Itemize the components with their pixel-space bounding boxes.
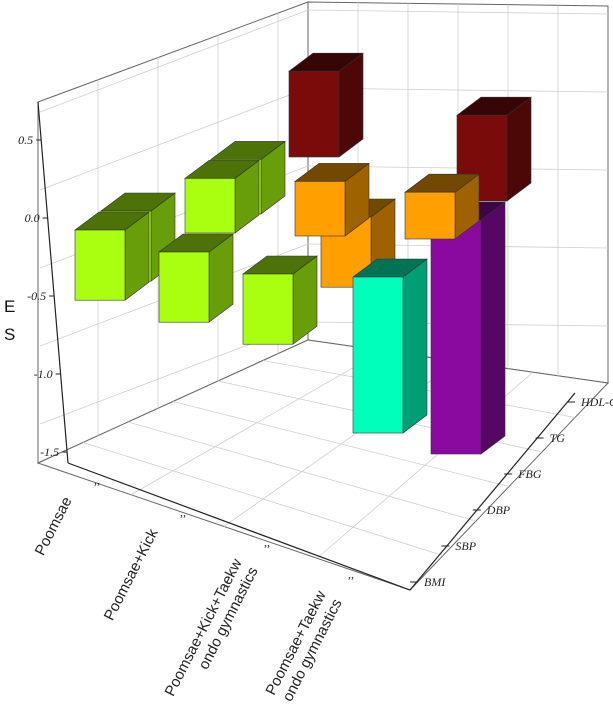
bar bbox=[352, 258, 428, 434]
bar bbox=[404, 173, 480, 240]
bar-front bbox=[288, 70, 340, 158]
x-tick-label: ,, bbox=[94, 473, 100, 487]
axes bbox=[37, 101, 576, 591]
bar-side bbox=[480, 201, 506, 455]
bar-front bbox=[404, 191, 456, 240]
y-tick-label: -1.0 bbox=[34, 367, 53, 381]
gridline bbox=[39, 87, 309, 191]
bar bbox=[430, 201, 506, 455]
bar bbox=[242, 255, 318, 345]
series-axis-label: TG bbox=[550, 431, 566, 445]
bar-side bbox=[402, 258, 428, 434]
bars bbox=[74, 52, 532, 455]
bar-front bbox=[242, 273, 294, 345]
category-label: Poomsae+Kick bbox=[101, 526, 162, 624]
y-tick-label: 0.0 bbox=[25, 211, 40, 225]
y-axis-label-line-1: E bbox=[4, 297, 15, 316]
bar bbox=[288, 52, 364, 158]
y-axis-line bbox=[37, 101, 69, 464]
y-tick-label: -1.5 bbox=[40, 445, 59, 459]
bar-front bbox=[430, 219, 482, 455]
bar bbox=[158, 233, 234, 323]
bar-front bbox=[294, 181, 346, 237]
z-axis-line bbox=[409, 392, 576, 591]
x-tick-label: ,, bbox=[348, 567, 354, 581]
x-tick-label: ,, bbox=[180, 505, 186, 519]
gridline bbox=[130, 350, 384, 496]
y-tick-label: 0.5 bbox=[18, 133, 33, 147]
series-axis-label: HDL-C bbox=[580, 395, 613, 409]
series-axis-label: SBP bbox=[455, 539, 476, 553]
y-tick-label: -0.5 bbox=[27, 289, 46, 303]
gridline bbox=[39, 9, 309, 113]
y-axis-label-line-2: S bbox=[4, 325, 15, 344]
series-axis-label: FBG bbox=[517, 467, 542, 481]
series-axis-label: BMI bbox=[424, 575, 446, 589]
y-ticks: 0.5 0.0 -0.5 -1.0 -1.5 bbox=[18, 133, 68, 459]
category-label: Poomsae bbox=[32, 494, 76, 558]
bar bbox=[184, 159, 260, 234]
bar-front bbox=[352, 276, 404, 434]
x-axis-line bbox=[67, 462, 411, 591]
y-axis-label: E S bbox=[4, 297, 15, 344]
series-axis-labels: BMI SBP DBP FBG TG HDL-C bbox=[410, 395, 613, 589]
bar-front bbox=[74, 229, 126, 301]
bar bbox=[74, 211, 150, 301]
series-axis-label: DBP bbox=[486, 503, 511, 517]
category-label-line: Poomsae bbox=[32, 494, 76, 558]
bar bbox=[294, 162, 370, 237]
category-label-line: Poomsae+Kick bbox=[101, 526, 162, 624]
bar-front bbox=[158, 251, 210, 323]
x-tick-label: ,, bbox=[264, 535, 270, 549]
bar-front bbox=[184, 178, 236, 234]
